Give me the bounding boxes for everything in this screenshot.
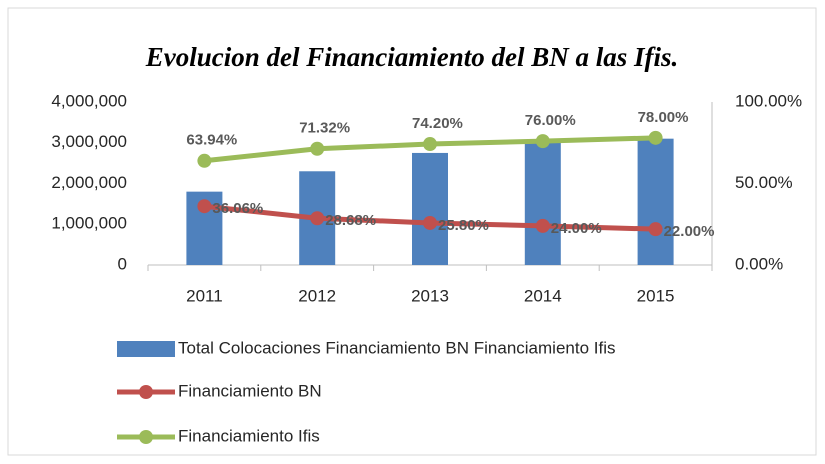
data-label: 63.94%	[186, 132, 237, 149]
chart-title: Evolucion del Financiamiento del BN a la…	[145, 42, 679, 72]
y-tick-label: 2,000,000	[51, 173, 127, 192]
point	[423, 137, 437, 152]
legend-label: Total Colocaciones Financiamiento BN Fin…	[178, 338, 615, 357]
legend-swatch	[117, 341, 175, 357]
point	[423, 215, 437, 230]
bar	[524, 140, 561, 265]
data-label: 74.20%	[412, 115, 463, 132]
point	[648, 130, 663, 145]
x-tick-label: 2015	[637, 286, 675, 305]
point	[310, 211, 325, 226]
legend-marker	[139, 430, 153, 444]
legend-label: Financiamiento Ifis	[178, 426, 320, 445]
point	[648, 222, 663, 237]
y-tick-label: 0	[118, 254, 127, 273]
data-label: 36.06%	[212, 200, 263, 217]
legend-marker	[139, 385, 153, 399]
y2-tick-label: 50.00%	[735, 173, 793, 192]
point	[310, 141, 325, 156]
y-tick-label: 1,000,000	[51, 214, 127, 233]
data-label: 24.00%	[551, 220, 602, 237]
data-label: 71.32%	[299, 120, 350, 137]
y-tick-label: 3,000,000	[51, 132, 127, 151]
bar	[637, 138, 674, 265]
data-label: 25.80%	[438, 217, 489, 234]
y-tick-label: 4,000,000	[51, 91, 127, 110]
point	[535, 134, 550, 149]
point	[535, 218, 550, 233]
x-tick-label: 2014	[524, 286, 562, 305]
data-label: 78.00%	[638, 109, 689, 126]
point	[197, 153, 212, 168]
y2-tick-label: 0.00%	[735, 254, 783, 273]
x-tick-label: 2012	[298, 286, 336, 305]
x-tick-label: 2011	[186, 286, 223, 305]
data-label: 76.00%	[525, 112, 576, 129]
x-tick-label: 2013	[411, 286, 449, 305]
data-label: 28.68%	[325, 212, 376, 229]
legend-label: Financiamiento BN	[178, 381, 322, 400]
bar	[412, 152, 448, 265]
data-label: 22.00%	[664, 223, 715, 240]
point	[197, 199, 212, 214]
y2-tick-label: 100.00%	[735, 91, 802, 110]
